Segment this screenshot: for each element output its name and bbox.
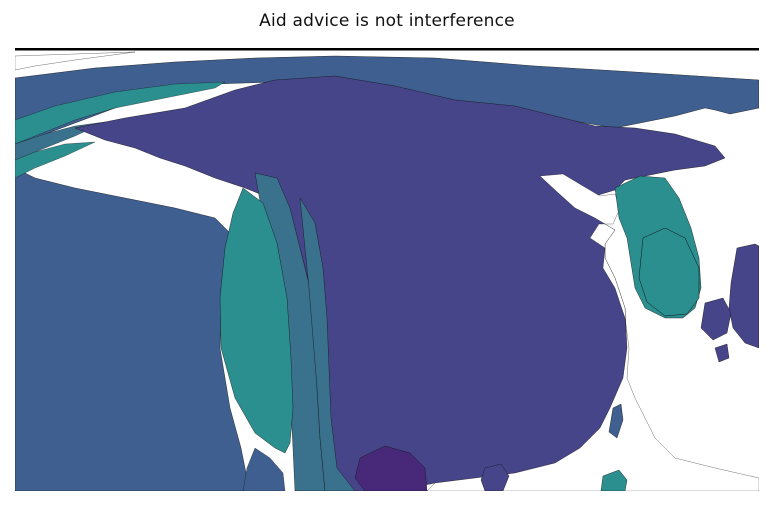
region-island-east-3 (714, 343, 730, 363)
choropleth-map (15, 48, 759, 491)
map-frame (15, 48, 759, 491)
region-teal-ellipse (219, 187, 294, 454)
region-south-purple (354, 445, 428, 491)
region-island-south-3 (600, 469, 628, 491)
region-island-east-2 (700, 297, 732, 341)
map-title: Aid advice is not interference (259, 11, 515, 31)
region-west (15, 167, 248, 491)
region-island-east (728, 243, 759, 349)
region-strip-east (299, 197, 356, 491)
region-north-edge (15, 51, 136, 71)
region-island-south (608, 403, 624, 439)
region-island-south-2 (480, 463, 510, 491)
region-north-strip-1 (15, 81, 226, 145)
region-north-strip-3 (15, 141, 96, 179)
region-sea (426, 173, 759, 491)
region-south-west (242, 447, 286, 491)
region-peninsula-south (638, 227, 700, 317)
